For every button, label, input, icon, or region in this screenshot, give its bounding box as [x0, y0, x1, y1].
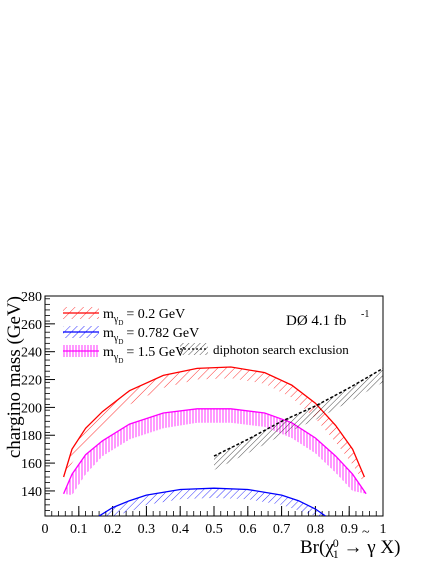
x-tick-label: 0.9 — [340, 522, 358, 537]
band-magenta-line — [63, 408, 367, 495]
band-blue-line — [98, 487, 326, 516]
x-tick-label: 0.4 — [171, 522, 189, 537]
legend-entry-red: mγD= 0.2 GeV — [63, 307, 185, 327]
y-axis-tick-labels: 140 160 180 200 220 240 260 280 — [21, 290, 42, 500]
svg-text:Br(χ10 → γ X): Br(χ10 → γ X) — [300, 536, 400, 561]
x-tick-label: 0.7 — [273, 522, 291, 537]
experiment-label-text: DØ 4.1 fb — [286, 313, 346, 329]
x-tick-label: 0.8 — [307, 522, 325, 537]
y-axis-ticks — [45, 295, 55, 517]
y-tick-label: 240 — [21, 346, 42, 361]
svg-text:mγD= 0.782 GeV: mγD= 0.782 GeV — [103, 326, 199, 346]
x-tick-label: 0.2 — [104, 522, 122, 537]
band-blue-fill — [99, 488, 326, 516]
svg-text:~: ~ — [362, 525, 370, 540]
band-diphoton-line — [213, 367, 383, 457]
legend-entry-diphoton: diphoton search exclusion — [180, 342, 349, 357]
svg-text:mγD= 0.2 GeV: mγD= 0.2 GeV — [103, 307, 185, 327]
y-tick-label: 220 — [21, 374, 42, 389]
x-tick-label: 0.1 — [70, 522, 88, 537]
legend-entry-magenta: mγD= 1.5 GeV — [63, 345, 185, 365]
experiment-label-sup: -1 — [361, 309, 369, 320]
y-tick-label: 200 — [21, 401, 42, 416]
y-tick-label: 160 — [21, 457, 42, 472]
y-tick-label: 140 — [21, 485, 42, 500]
x-axis-label: Br(χ10 → γ X) ~ — [300, 525, 400, 561]
band-red-fill — [63, 367, 365, 484]
x-tick-label: 0 — [42, 522, 49, 537]
y-tick-label: 260 — [21, 318, 42, 333]
legend: mγD= 0.2 GeV mγD= 0.782 GeV mγD= 1.5 GeV… — [63, 307, 349, 365]
series-bands — [62, 366, 383, 516]
svg-text:mγD= 1.5 GeV: mγD= 1.5 GeV — [103, 345, 185, 365]
x-tick-label: 0.6 — [239, 522, 257, 537]
band-red-line — [62, 366, 365, 478]
y-tick-label: 180 — [21, 429, 42, 444]
x-tick-label: 0.5 — [205, 522, 223, 537]
svg-text:diphoton search exclusion: diphoton search exclusion — [213, 342, 349, 357]
x-axis-ticks — [44, 506, 384, 516]
y-axis-label: chargino mass (GeV) — [4, 296, 25, 458]
x-tick-label: 1 — [380, 522, 387, 537]
band-diphoton-fill — [214, 368, 383, 471]
experiment-label: DØ 4.1 fb -1 — [286, 309, 369, 329]
x-tick-label: 0.3 — [138, 522, 156, 537]
y-tick-label: 280 — [21, 290, 42, 305]
legend-entry-blue: mγD= 0.782 GeV — [63, 326, 199, 346]
x-axis-tick-labels: 0 0.1 0.2 0.3 0.4 0.5 0.6 0.7 0.8 0.9 1 — [42, 522, 387, 537]
